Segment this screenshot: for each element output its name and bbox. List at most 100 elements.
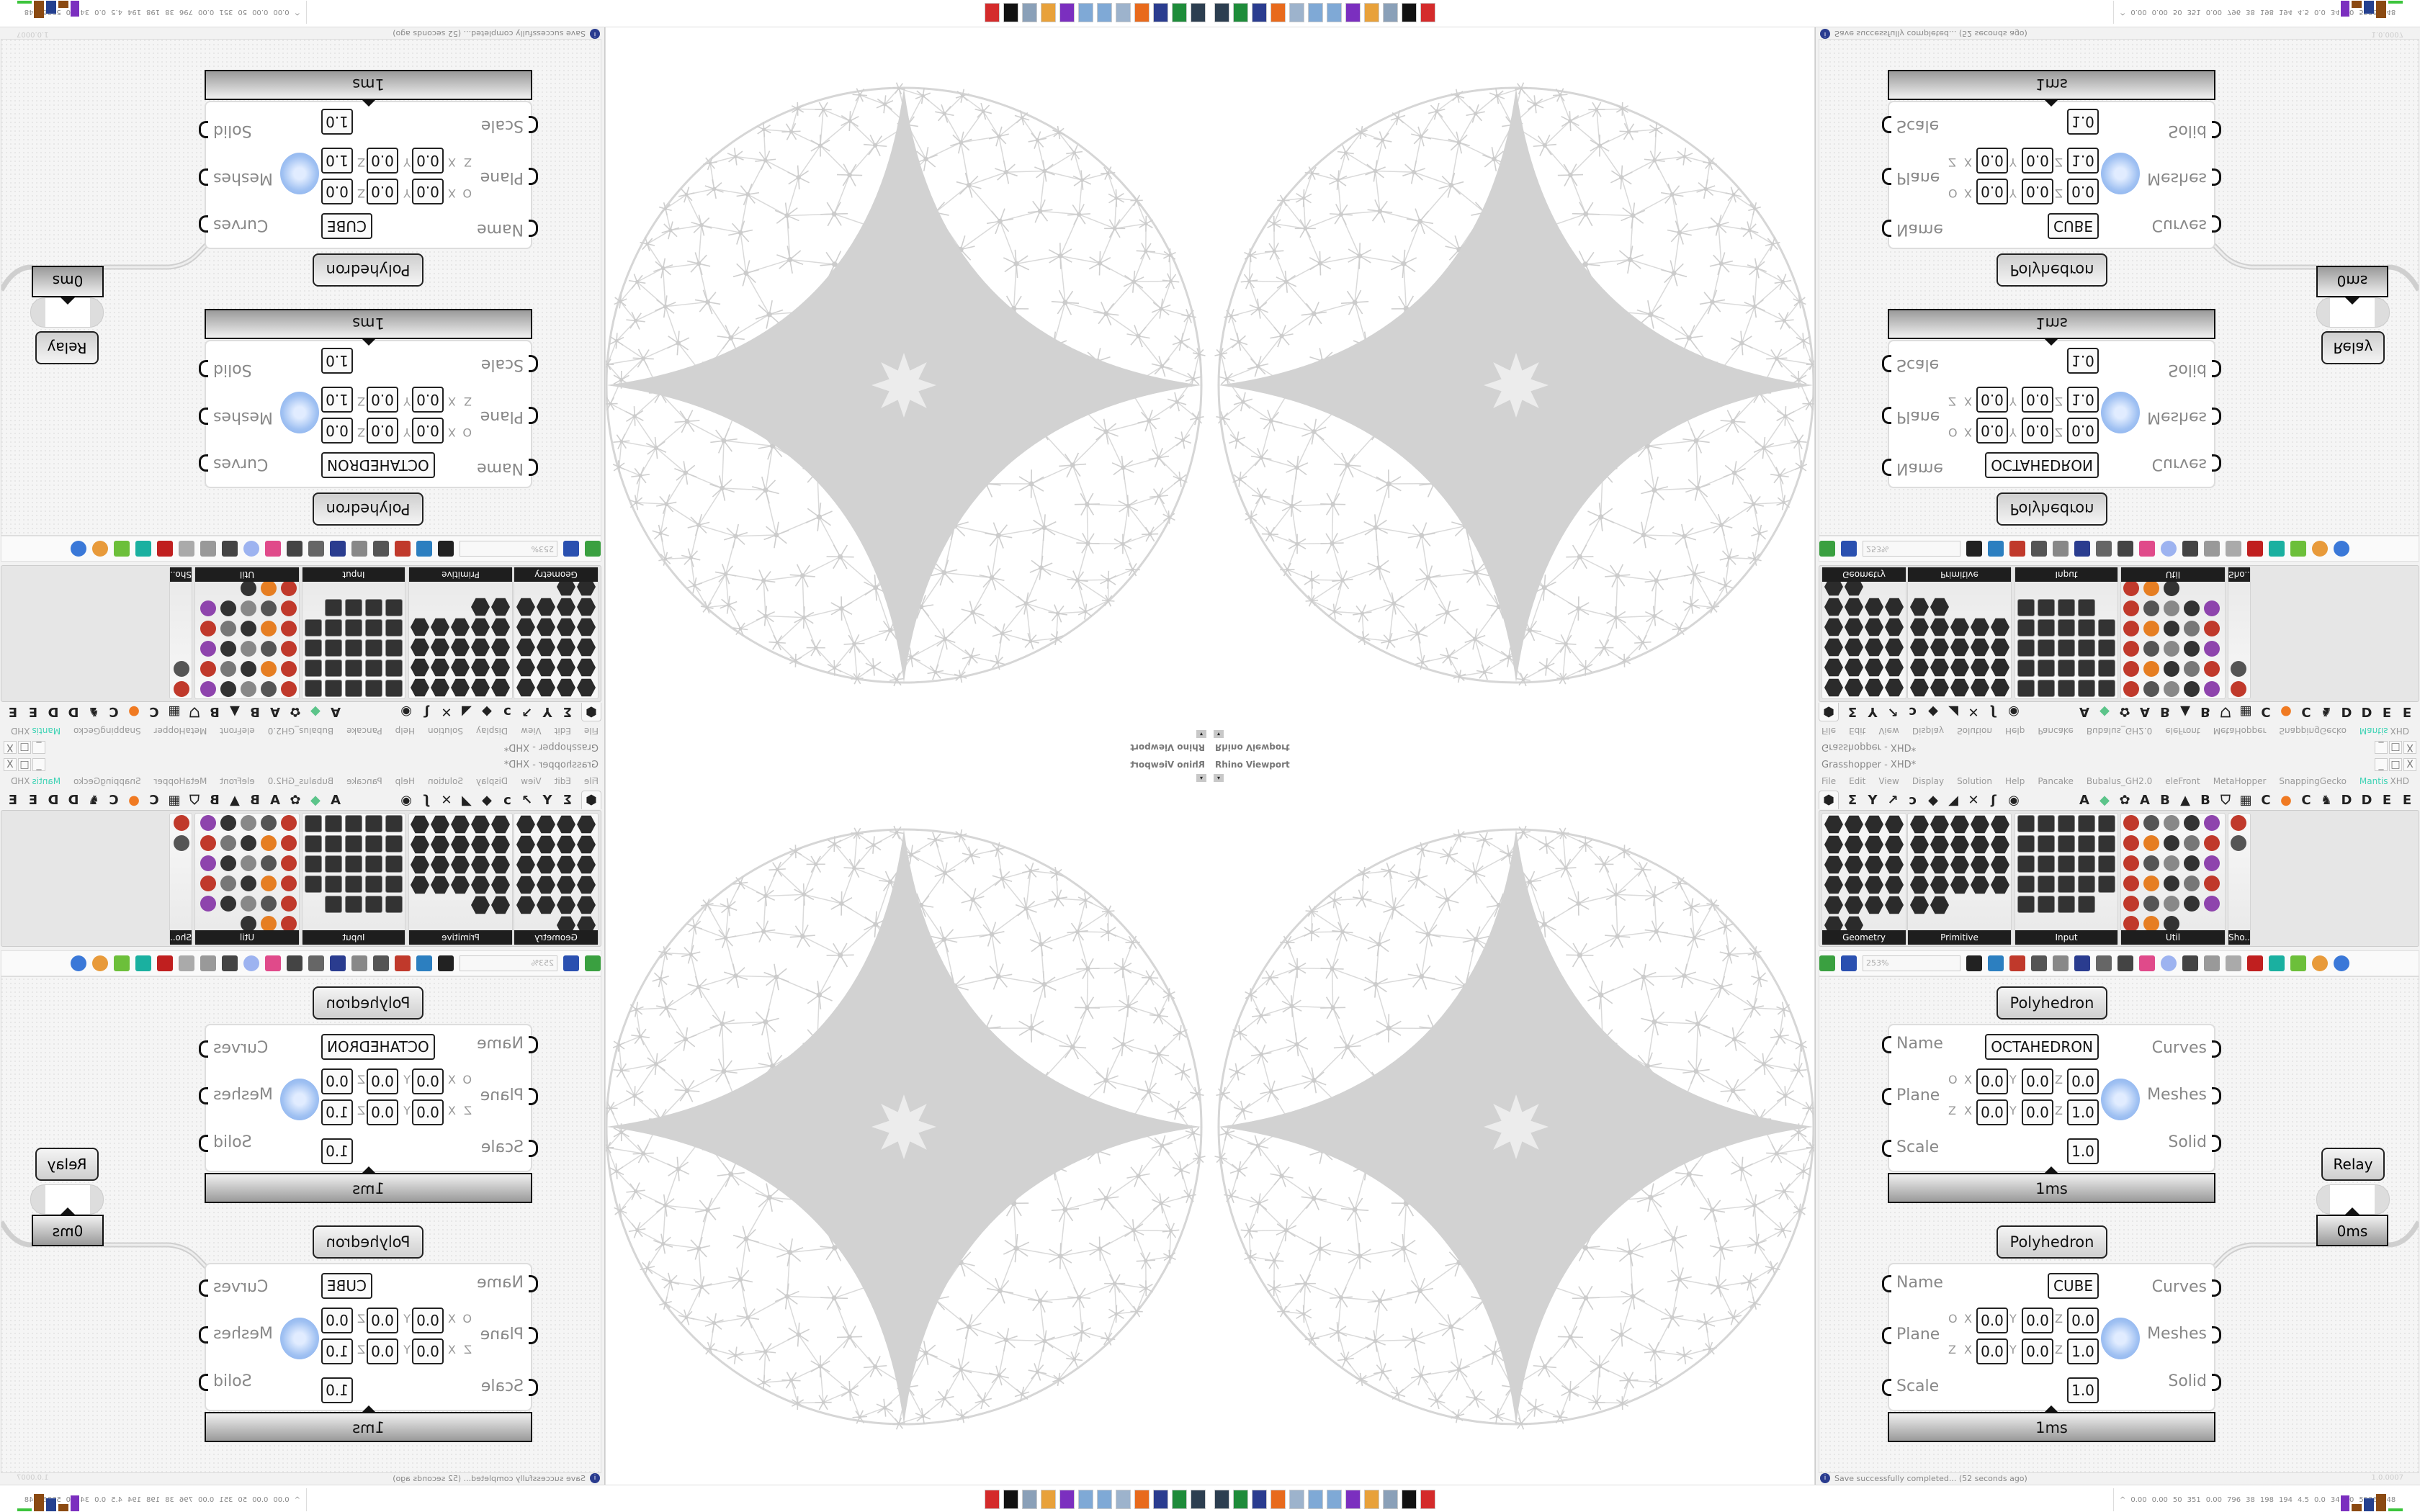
taskbar-app-icon[interactable]	[985, 3, 1000, 22]
plugin-c-tab-icon[interactable]: C	[149, 704, 159, 720]
zaxis-x-value[interactable]: 0.0	[412, 148, 444, 174]
wires-icon[interactable]	[2182, 955, 2198, 971]
xyz-icon[interactable]	[325, 660, 342, 677]
menu-metahopper[interactable]: MetaHopper	[2213, 776, 2267, 786]
expression-icon[interactable]	[2184, 876, 2200, 891]
panel-label[interactable]: Primitive	[1908, 930, 2011, 945]
gem-icon[interactable]	[2204, 835, 2220, 851]
canvas-icon[interactable]	[2096, 955, 2112, 971]
vector-tab-icon[interactable]: ↗	[1887, 792, 1899, 808]
scale-value[interactable]: 1.0	[321, 109, 353, 135]
colour-swatch-icon[interactable]	[2058, 815, 2075, 832]
plugin-c-tab-icon[interactable]: C	[2261, 792, 2271, 808]
gha-icon[interactable]	[2074, 955, 2090, 971]
flask-icon[interactable]	[200, 641, 216, 657]
blue-sphere-icon[interactable]	[2334, 955, 2349, 971]
save-file-icon[interactable]	[1841, 955, 1857, 971]
plugin-gem-tab-icon[interactable]: ◆	[2099, 792, 2110, 808]
pipeline-icon[interactable]	[516, 598, 535, 616]
origin-x-value[interactable]: 0.0	[1976, 1308, 2008, 1333]
curve-tab-icon[interactable]: ↄ	[1909, 792, 1917, 808]
input-grip-name[interactable]	[1882, 1036, 1891, 1053]
taskbar-app-icon[interactable]	[1252, 1490, 1267, 1509]
atom-icon[interactable]	[1885, 876, 1904, 894]
rhino-viewport[interactable]: Rhino Viewport ▾	[1210, 27, 1815, 756]
box-icon[interactable]	[1885, 835, 1904, 854]
zaxis-z-value[interactable]: 1.0	[2067, 1338, 2099, 1364]
menu-edit[interactable]: Edit	[1849, 776, 1866, 786]
menu-elefront[interactable]: eleFront	[2165, 776, 2200, 786]
mesh-tab-icon[interactable]: ◢	[1948, 792, 1958, 808]
data-path-icon[interactable]	[1991, 815, 2009, 834]
polyhedron-component[interactable]: Name Plane Scale Curves Meshes Solid OCTAHEDRO…	[199, 340, 538, 488]
data-path-icon[interactable]	[411, 678, 429, 697]
plugin-horse-tab-icon[interactable]: ♞	[87, 704, 100, 720]
menu-display[interactable]: Display	[1912, 776, 1945, 786]
value-list-icon[interactable]	[2017, 896, 2035, 913]
input-grip-scale[interactable]	[1882, 1379, 1891, 1396]
snap-1-icon[interactable]	[2231, 815, 2246, 831]
scale-value[interactable]: 1.0	[2067, 1377, 2099, 1403]
expand-tray-icon[interactable]: ^	[2120, 1495, 2126, 1504]
plugin-e-tab-icon[interactable]: E	[2382, 792, 2392, 808]
transform-icon[interactable]	[1865, 896, 1883, 914]
taskbar-app-icon[interactable]	[1364, 1490, 1379, 1509]
number-tag-icon[interactable]	[2184, 896, 2200, 912]
mesh-tab-icon[interactable]: ◢	[462, 704, 472, 720]
panel-icon[interactable]	[2017, 815, 2035, 832]
premiere-icon[interactable]	[241, 600, 256, 616]
fit-icon[interactable]	[471, 598, 490, 616]
box-icon[interactable]	[516, 658, 535, 677]
display-tab-icon[interactable]: ◉	[2008, 792, 2020, 808]
params-tab-icon[interactable]: ⬢	[581, 703, 601, 721]
rhino-viewport[interactable]: Rhino Viewport ▾	[1210, 756, 1815, 1485]
panel-label[interactable]: Util	[195, 567, 299, 582]
cluster-icon[interactable]	[2031, 955, 2047, 971]
pencil-icon[interactable]	[261, 641, 277, 657]
green-shape-icon[interactable]	[114, 541, 130, 557]
c-sharp-icon[interactable]	[220, 681, 236, 697]
read-file-icon[interactable]	[305, 680, 322, 697]
probe-icon[interactable]	[241, 661, 256, 677]
bool-toggle-icon[interactable]	[305, 660, 322, 677]
point-icon[interactable]	[1824, 815, 1843, 834]
taskbar-app-icon[interactable]	[1214, 1490, 1229, 1509]
anemone-icon[interactable]	[200, 681, 216, 697]
snap-2-icon[interactable]	[174, 661, 189, 677]
sets-tab-icon[interactable]: Y	[542, 704, 552, 720]
component-title[interactable]: Polyhedron	[1996, 986, 2107, 1020]
preview-icon[interactable]	[416, 541, 432, 557]
premiere-icon[interactable]	[2164, 896, 2179, 912]
output-grip-meshes[interactable]	[199, 408, 208, 425]
taskbar-app-icon[interactable]	[1191, 3, 1206, 22]
taskbar-app-icon[interactable]	[1134, 3, 1150, 22]
egg-icon[interactable]	[2164, 876, 2179, 891]
document-name[interactable]: XHD	[2390, 776, 2409, 786]
group-icon[interactable]	[1845, 876, 1863, 894]
cherry-icon[interactable]	[2123, 815, 2139, 831]
taskbar-app-icon[interactable]	[1078, 3, 1093, 22]
taskbar-app-icon[interactable]	[1097, 3, 1112, 22]
viewport-menu-dropdown[interactable]: ▾	[1214, 774, 1224, 782]
zaxis-z-value[interactable]: 1.0	[321, 387, 353, 413]
pdb-icon[interactable]	[2017, 876, 2035, 893]
plugin-mountain-tab-icon[interactable]: ▲	[2180, 792, 2190, 808]
plugin-b2-tab-icon[interactable]: B	[2200, 792, 2210, 808]
timer-icon[interactable]	[2164, 855, 2179, 871]
record-icon[interactable]	[261, 661, 277, 677]
taskbar-app-icon[interactable]	[1327, 1490, 1342, 1509]
3dm-icon[interactable]	[325, 680, 342, 697]
pencil-icon[interactable]	[2143, 855, 2159, 871]
data-icon[interactable]	[1930, 876, 1949, 894]
menu-display[interactable]: Display	[475, 726, 508, 736]
origin-x-value[interactable]: 0.0	[1976, 1068, 2008, 1094]
mesh-face-icon[interactable]	[557, 598, 575, 616]
component-title[interactable]: Polyhedron	[313, 253, 424, 287]
zaxis-z-value[interactable]: 1.0	[321, 148, 353, 174]
panel-label[interactable]: Util	[2121, 930, 2225, 945]
gradient-icon[interactable]	[365, 660, 382, 677]
plugin-c2-tab-icon[interactable]: C	[2301, 792, 2311, 808]
taskbar-app-icon[interactable]	[1383, 1490, 1398, 1509]
pdb-icon[interactable]	[385, 619, 403, 636]
plugin-b2-tab-icon[interactable]: B	[210, 704, 220, 720]
